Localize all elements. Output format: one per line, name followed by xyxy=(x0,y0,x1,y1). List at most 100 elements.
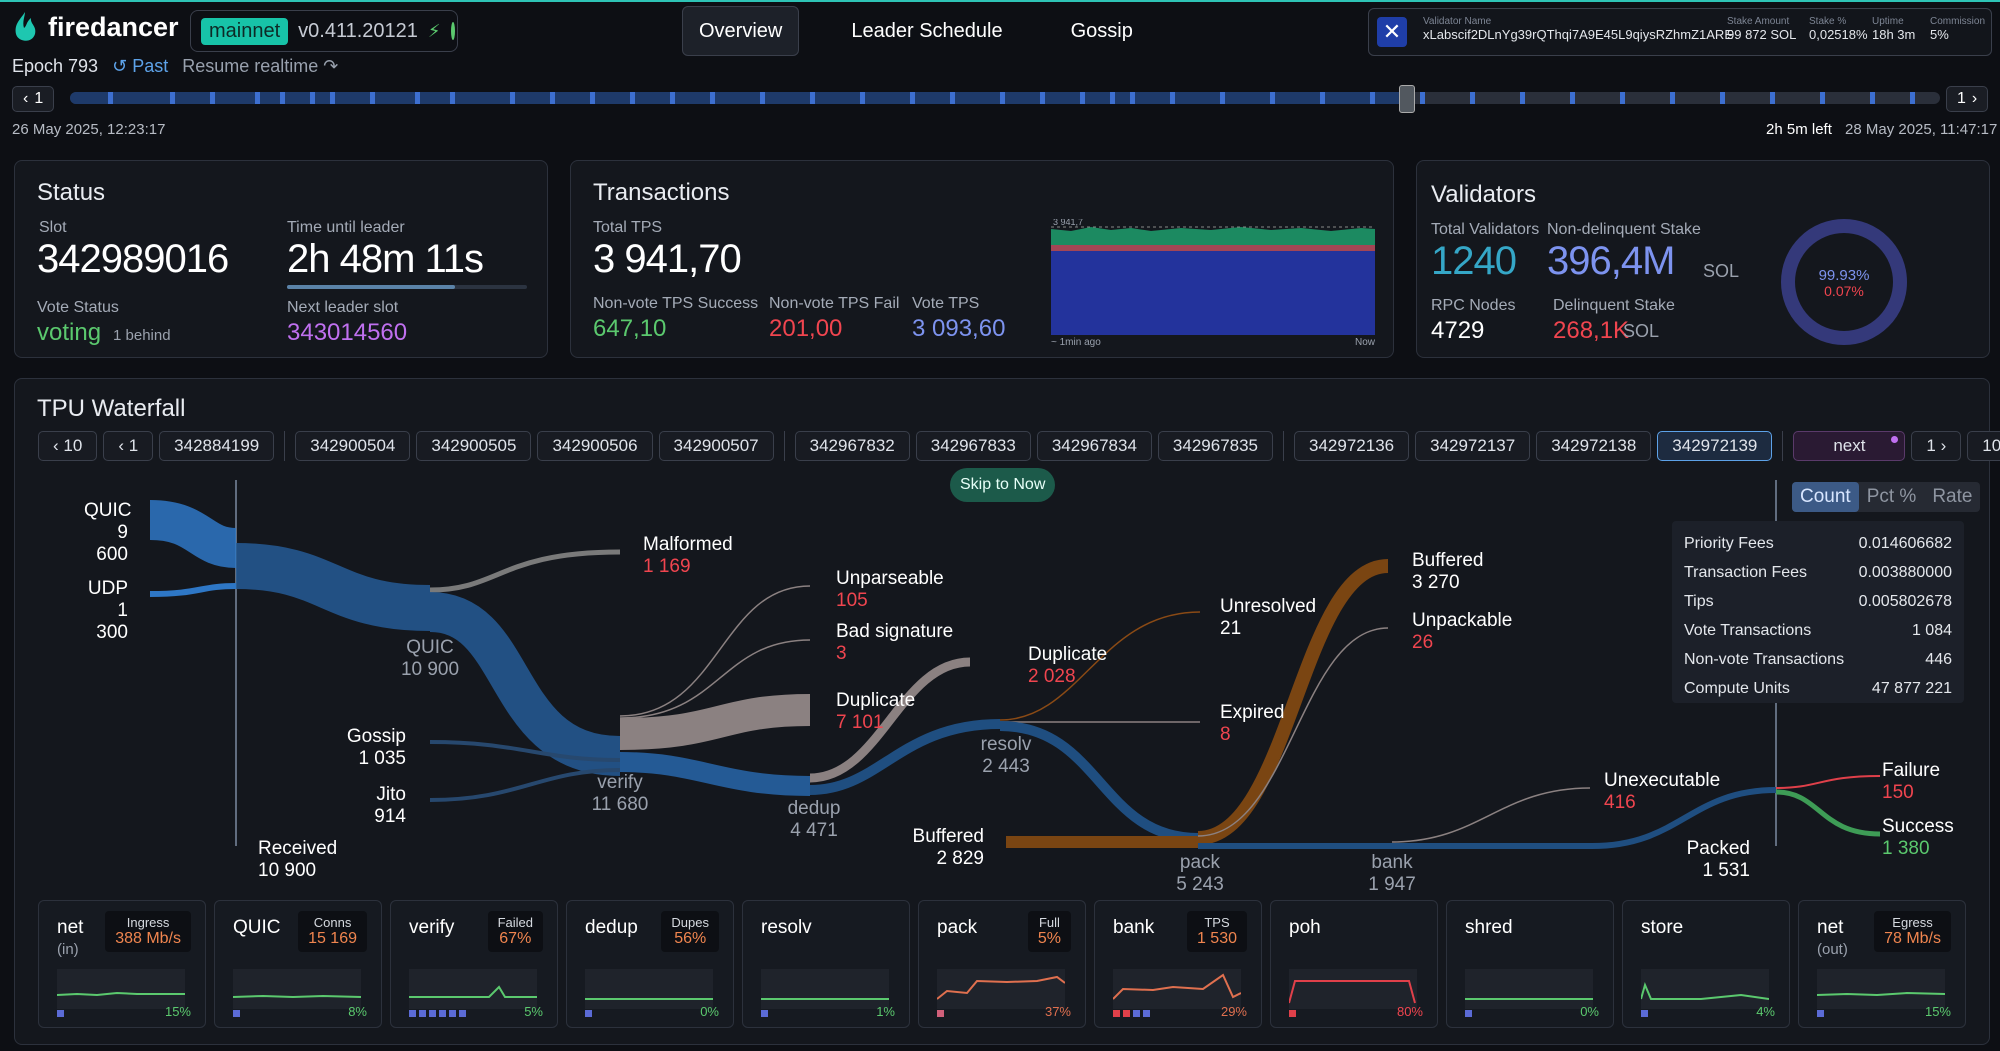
stage-name: poh xyxy=(1289,917,1321,938)
back-10-button[interactable]: ‹ 10 xyxy=(38,431,98,461)
leader-slot-tick xyxy=(1320,92,1325,104)
node-value: 1 947 xyxy=(1368,874,1416,895)
stage-name: net xyxy=(57,917,84,938)
validators-title: Validators xyxy=(1431,181,1536,208)
stage-tile-poh[interactable]: poh 80% xyxy=(1270,900,1438,1028)
commission-value: 5% xyxy=(1930,27,1949,42)
slot-chip[interactable]: 342900505 xyxy=(416,431,532,461)
node-malformed: Malformed 1 169 xyxy=(643,534,733,578)
stage-metric: Failed 67% xyxy=(487,911,543,952)
stage-dot xyxy=(57,1010,64,1017)
leader-slot-tick xyxy=(415,92,420,104)
stage-dot xyxy=(1123,1010,1130,1017)
stage-dots xyxy=(1465,1010,1472,1017)
skip-to-now-button[interactable]: Skip to Now xyxy=(950,468,1056,502)
leader-slot-tick xyxy=(108,92,113,104)
slot-chip[interactable]: 342900504 xyxy=(295,431,411,461)
quic-to-verify xyxy=(428,592,621,776)
leader-slot-tick xyxy=(1570,92,1575,104)
rpc-nodes-label: RPC Nodes xyxy=(1431,297,1516,314)
slot-chip[interactable]: 342967832 xyxy=(794,431,910,461)
slot-chip[interactable]: 342900507 xyxy=(658,431,774,461)
epoch-prev-button[interactable]: ‹ 1 xyxy=(12,86,55,112)
slot-chip[interactable]: 342884199 xyxy=(159,431,275,461)
back-1-button[interactable]: ‹ 1 xyxy=(103,431,154,461)
stage-name: QUIC xyxy=(233,917,281,938)
leader-slot-tick xyxy=(1040,92,1045,104)
mode-count-button[interactable]: Count xyxy=(1792,482,1859,512)
nonvote-success-value: 647,10 xyxy=(593,315,667,342)
slot-chip[interactable]: 342972138 xyxy=(1536,431,1652,461)
stage-pct: 4% xyxy=(1756,1004,1775,1019)
node-value: 2 443 xyxy=(982,756,1030,777)
stage-dots xyxy=(761,1010,768,1017)
forward-1-button[interactable]: 1 › xyxy=(1911,431,1962,461)
tab-overview[interactable]: Overview xyxy=(682,6,800,56)
epoch-slider-handle[interactable] xyxy=(1399,85,1416,113)
stage-metric-value: 1 530 xyxy=(1196,930,1237,947)
node-buffered-left: Buffered 2 829 xyxy=(904,826,984,870)
slot-chip[interactable]: 342967835 xyxy=(1157,431,1274,461)
verify-to-dedup xyxy=(619,752,811,796)
stage-sparkline xyxy=(57,969,185,1009)
stage-tile-shred[interactable]: shred 0% xyxy=(1446,900,1614,1028)
stage-tile-pack[interactable]: pack Full 5% 37% xyxy=(918,900,1086,1028)
delinquent-value: 268,1K xyxy=(1553,317,1630,344)
tooltip-label: Non-vote Transactions xyxy=(1684,650,1845,668)
transactions-title: Transactions xyxy=(593,179,730,206)
stage-pct: 0% xyxy=(1580,1004,1599,1019)
slot-chip[interactable]: 342972136 xyxy=(1294,431,1410,461)
tab-gossip[interactable]: Gossip xyxy=(1070,19,1133,42)
forward-10-button[interactable]: 10 › xyxy=(1967,431,2000,461)
chart-right-label: Now xyxy=(1354,337,1375,348)
divider xyxy=(1782,431,1784,461)
nondelinquent-unit: SOL xyxy=(1703,261,1740,281)
epoch-next-button[interactable]: 1 › xyxy=(1946,86,1989,112)
stage-tile-store[interactable]: store 4% xyxy=(1622,900,1790,1028)
mode-pct-button[interactable]: Pct % xyxy=(1866,486,1917,507)
slot-chip[interactable]: 342972137 xyxy=(1415,431,1531,461)
stage-tile-bank[interactable]: bank TPS 1 530 29% xyxy=(1094,900,1262,1028)
slot-chip-selected[interactable]: 342972139 xyxy=(1657,431,1773,461)
tooltip-value: 1 084 xyxy=(1911,621,1952,639)
stage-tile-dedup[interactable]: dedup Dupes 56% 0% xyxy=(566,900,734,1028)
slot-chip[interactable]: 342967833 xyxy=(915,431,1031,461)
stage-sparkline xyxy=(1113,969,1241,1009)
tooltip-label: Priority Fees xyxy=(1684,534,1774,552)
tab-leader-schedule[interactable]: Leader Schedule xyxy=(851,19,1003,42)
next-slot-button[interactable]: next xyxy=(1793,431,1906,461)
quic-in-flow xyxy=(149,500,238,568)
stage-sparkline xyxy=(761,969,889,1009)
node-value: 26 xyxy=(1412,632,1434,653)
stage-tile-resolv[interactable]: resolv 1% xyxy=(742,900,910,1028)
chart-left-label: ~ 1min ago xyxy=(1051,337,1101,348)
node-label: Jito xyxy=(376,784,406,805)
resume-realtime-link[interactable]: Resume realtime ↷ xyxy=(182,56,338,77)
leader-slot-tick xyxy=(710,92,715,104)
past-label: Past xyxy=(132,56,169,76)
validator-name: xLabscif2DLnYg39rQThqi7A9E45L9qiysRZhmZ1… xyxy=(1423,27,1733,42)
stage-name: resolv xyxy=(761,917,812,938)
epoch-slot-bar[interactable] xyxy=(70,92,1940,104)
stage-tile-net-out[interactable]: net (out) Egress 78 Mb/s 15% xyxy=(1798,900,1966,1028)
stage-tile-net-in[interactable]: net (in) Ingress 388 Mb/s 15% xyxy=(38,900,206,1028)
stage-dots xyxy=(1113,1010,1150,1017)
stage-pct: 1% xyxy=(876,1004,895,1019)
slot-chip[interactable]: 342967834 xyxy=(1036,431,1152,461)
leader-slot-tick xyxy=(1720,92,1725,104)
node-gossip: Gossip 1 035 xyxy=(330,726,406,770)
stage-tile-quic[interactable]: QUIC Conns 15 169 8% xyxy=(214,900,382,1028)
stage-dot xyxy=(1143,1010,1150,1017)
total-validators-value: 1240 xyxy=(1431,239,1517,283)
stage-tile-verify[interactable]: verify Failed 67% 5% xyxy=(390,900,558,1028)
tooltip-row: Tips 0.005802678 xyxy=(1680,587,1956,616)
validator-info[interactable]: ✕ Validator Name xLabscif2DLnYg39rQThqi7A… xyxy=(1368,8,1992,56)
past-link[interactable]: ↺ Past xyxy=(112,56,168,77)
leader-slot-tick xyxy=(810,92,815,104)
slot-chip[interactable]: 342900506 xyxy=(537,431,653,461)
mode-rate-button[interactable]: Rate xyxy=(1932,486,1973,507)
waterfall-title: TPU Waterfall xyxy=(37,395,186,422)
time-until-leader-label: Time until leader xyxy=(287,219,405,236)
leader-slot-tick xyxy=(170,92,175,104)
